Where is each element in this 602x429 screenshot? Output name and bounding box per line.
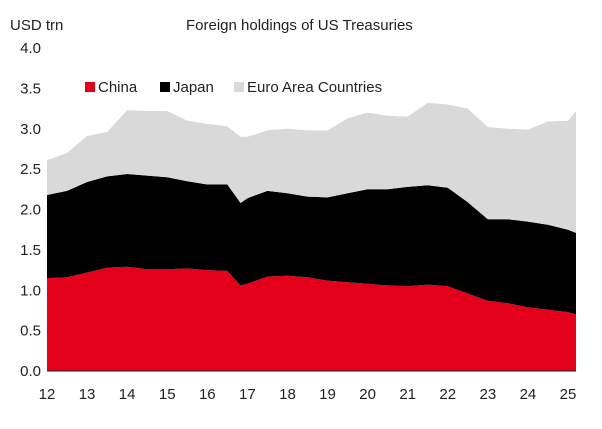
legend: China Japan Euro Area Countries (85, 79, 382, 96)
y-tick-label: 0.5 (20, 323, 41, 340)
x-tick-label: 21 (399, 386, 416, 403)
legend-label-0: China (98, 79, 138, 96)
x-tick-label: 19 (319, 386, 336, 403)
x-tick-label: 14 (119, 386, 136, 403)
x-tick-label: 18 (279, 386, 296, 403)
x-tick-label: 24 (520, 386, 537, 403)
y-axis-label: USD trn (10, 17, 63, 34)
y-tick-label: 0.0 (20, 363, 41, 380)
legend-label-1: Japan (173, 79, 214, 96)
x-axis-ticks: 12 13 14 15 16 17 18 19 20 21 22 23 24 25 (39, 386, 577, 403)
legend-swatch-1 (160, 82, 170, 92)
y-tick-label: 2.0 (20, 202, 41, 219)
x-tick-label: 23 (479, 386, 496, 403)
y-tick-label: 1.5 (20, 242, 41, 259)
y-tick-label: 3.0 (20, 121, 41, 138)
x-tick-label: 16 (199, 386, 216, 403)
x-tick-label: 15 (159, 386, 176, 403)
x-tick-label: 25 (560, 386, 577, 403)
legend-label-2: Euro Area Countries (247, 79, 382, 96)
chart-title: Foreign holdings of US Treasuries (186, 17, 413, 34)
y-axis-ticks: 0.0 0.5 1.0 1.5 2.0 2.5 3.0 3.5 4.0 (20, 40, 41, 380)
stacked-areas (47, 102, 576, 371)
legend-swatch-0 (85, 82, 95, 92)
y-tick-label: 1.0 (20, 282, 41, 299)
area-series-0 (47, 266, 576, 371)
area-series-1 (47, 174, 576, 315)
x-tick-label: 17 (239, 386, 256, 403)
area-series-2 (47, 102, 576, 233)
x-tick-label: 12 (39, 386, 56, 403)
x-tick-label: 22 (439, 386, 456, 403)
y-tick-label: 3.5 (20, 80, 41, 97)
x-tick-label: 20 (359, 386, 376, 403)
y-tick-label: 4.0 (20, 40, 41, 57)
legend-swatch-2 (234, 82, 244, 92)
x-tick-label: 13 (79, 386, 96, 403)
y-tick-label: 2.5 (20, 161, 41, 178)
